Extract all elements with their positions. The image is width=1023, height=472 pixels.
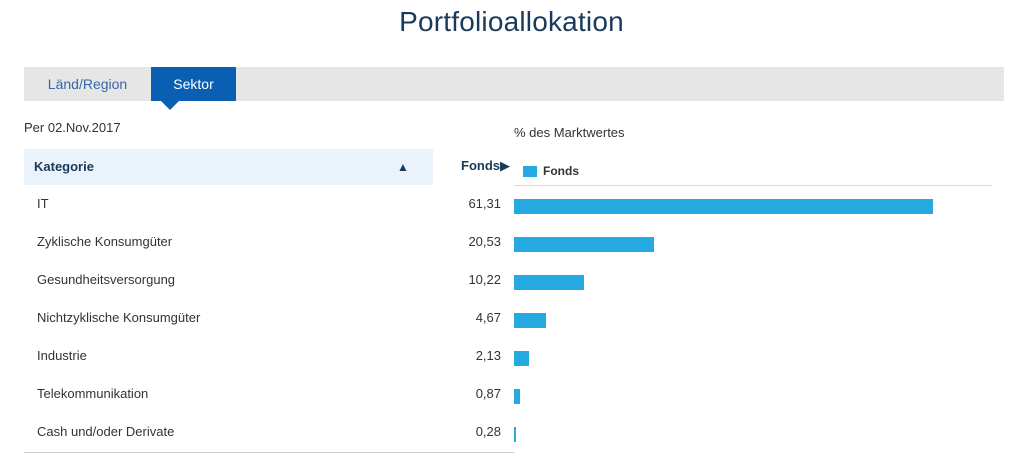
bar-3 bbox=[514, 313, 546, 328]
chart-axis-title: % des Marktwertes bbox=[514, 125, 625, 140]
table-row: Gesundheitsversorgung 10,22 bbox=[24, 261, 514, 299]
row-fonds-value: 2,13 bbox=[475, 348, 501, 363]
table-row: Telekommunikation 0,87 bbox=[24, 375, 514, 413]
column-header-category[interactable]: Kategorie bbox=[34, 159, 94, 174]
row-fonds-value: 61,31 bbox=[468, 196, 501, 211]
row-fonds-value: 0,28 bbox=[475, 424, 501, 439]
legend-label: Fonds bbox=[543, 164, 579, 178]
row-category-label: IT bbox=[37, 196, 49, 211]
table-row: IT 61,31 bbox=[24, 185, 514, 223]
row-category-label: Industrie bbox=[37, 348, 87, 363]
page-title: Portfolioallokation bbox=[399, 6, 624, 37]
bar-5 bbox=[514, 389, 520, 404]
bar-6 bbox=[514, 427, 516, 442]
bar-1 bbox=[514, 237, 654, 252]
bar-0 bbox=[514, 199, 933, 214]
triangle-up-icon[interactable]: ▲ bbox=[397, 160, 409, 174]
row-fonds-value: 4,67 bbox=[475, 310, 501, 325]
row-fonds-value: 0,87 bbox=[475, 386, 501, 401]
table-header: Kategorie bbox=[24, 149, 433, 185]
table-row: Cash und/oder Derivate 0,28 bbox=[24, 413, 514, 451]
legend-swatch bbox=[523, 166, 537, 177]
table-row: Industrie 2,13 bbox=[24, 337, 514, 375]
column-header-fonds[interactable]: Fonds▶ bbox=[461, 158, 510, 173]
row-category-label: Gesundheitsversorgung bbox=[37, 272, 176, 287]
row-fonds-value: 20,53 bbox=[468, 234, 501, 249]
tab-sector[interactable]: Sektor bbox=[151, 67, 236, 101]
bar-4 bbox=[514, 351, 529, 366]
row-category-label: Cash und/oder Derivate bbox=[37, 424, 175, 439]
table-bottom-divider bbox=[24, 452, 514, 453]
active-tab-caret bbox=[161, 101, 179, 110]
table-row: Zyklische Konsumgüter 20,53 bbox=[24, 223, 514, 261]
tab-region[interactable]: Länd/Region bbox=[47, 76, 128, 92]
row-category-label: Nichtzyklische Konsumgüter bbox=[37, 310, 201, 325]
tab-bar: Länd/Region Sektor bbox=[24, 67, 1004, 101]
row-category-label: Telekommunikation bbox=[37, 386, 149, 401]
row-fonds-value: 10,22 bbox=[468, 272, 501, 287]
bar-2 bbox=[514, 275, 584, 290]
row-category-label: Zyklische Konsumgüter bbox=[37, 234, 173, 249]
table-row: Nichtzyklische Konsumgüter 4,67 bbox=[24, 299, 514, 337]
as-of-date: Per 02.Nov.2017 bbox=[24, 120, 121, 135]
legend-divider bbox=[514, 185, 992, 186]
